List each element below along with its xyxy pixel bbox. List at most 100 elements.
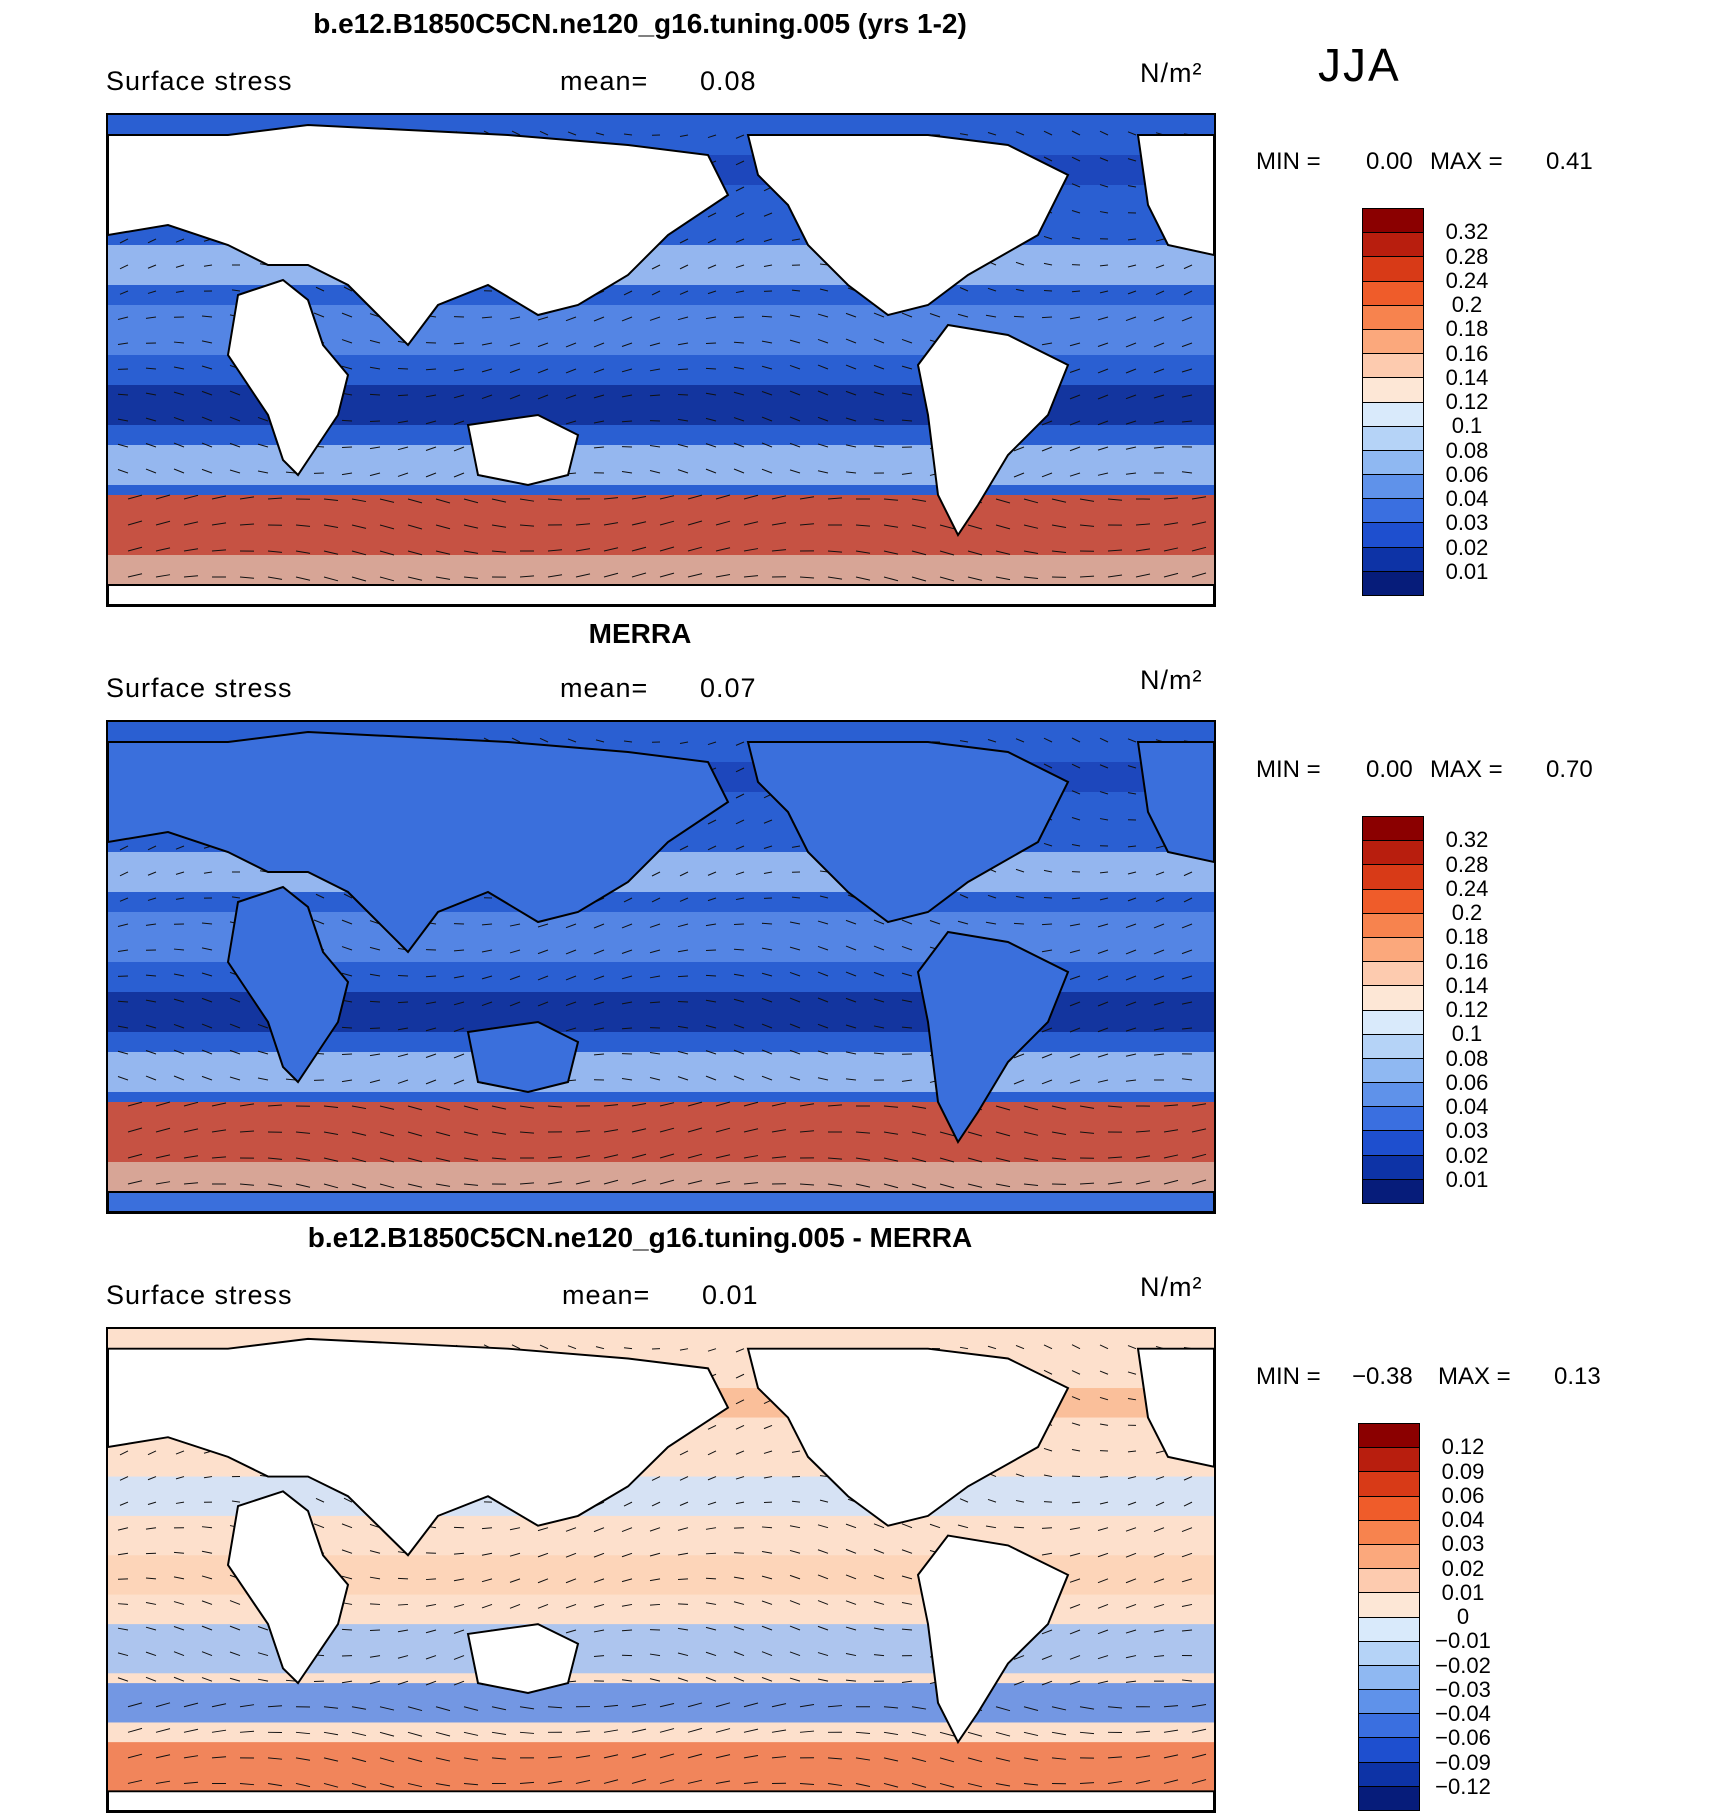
map-plot-diff — [108, 1329, 1214, 1811]
colorbar-segment — [1363, 1083, 1423, 1108]
colorbar-tick-label: 0.16 — [1445, 948, 1489, 974]
mean-value-diff: 0.01 — [702, 1280, 759, 1310]
colorbar-segment — [1363, 378, 1423, 403]
colorbar-tick-label: 0 — [1456, 1604, 1470, 1629]
colorbar-tick-label: 0.2 — [1451, 900, 1483, 925]
colorbar-segment — [1363, 1058, 1423, 1084]
colorbar-tick-label: −0.12 — [1435, 1773, 1491, 1799]
mean-label-diff: mean= — [562, 1280, 651, 1310]
colorbar-tick-label: 0.01 — [1441, 1579, 1485, 1605]
colorbar-segment — [1359, 1762, 1419, 1787]
colorbar-tick-label: 0.12 — [1445, 997, 1489, 1022]
colorbar-segment — [1363, 1131, 1423, 1156]
mean-value-model: 0.08 — [700, 66, 757, 96]
units-label-obs: N/m² — [1140, 665, 1203, 695]
mean-label-obs: mean= — [560, 673, 649, 703]
colorbar-segment — [1359, 1665, 1419, 1691]
map-model — [106, 113, 1216, 607]
colorbar-segment — [1363, 450, 1423, 476]
colorbar-tick-label: 0.04 — [1445, 486, 1489, 511]
colorbar-segment — [1363, 257, 1423, 282]
colorbar-segment — [1363, 889, 1423, 914]
colorbar-segment — [1359, 1617, 1419, 1642]
colorbar-segment — [1363, 1010, 1423, 1035]
max-label-obs: MAX = — [1430, 756, 1503, 783]
colorbar-tick-label: 0.1 — [1451, 413, 1483, 439]
colorbar-segment — [1359, 1714, 1419, 1739]
colorbar-segment — [1363, 937, 1423, 963]
colorbar-segment — [1363, 281, 1423, 306]
colorbar-segment — [1363, 865, 1423, 890]
colorbar-tick-label: 0.03 — [1441, 1531, 1485, 1557]
colorbar-tick-label: 0.24 — [1445, 875, 1489, 901]
colorbar-segment — [1359, 1690, 1419, 1715]
colorbar-tick-label: 0.18 — [1445, 924, 1489, 950]
units-label-diff: N/m² — [1140, 1272, 1203, 1302]
colorbar-segment — [1363, 817, 1423, 842]
colorbar-segment — [1359, 1520, 1419, 1545]
min-label-model: MIN = — [1256, 148, 1321, 175]
max-value-diff: 0.13 — [1554, 1363, 1601, 1390]
colorbar-tick-label: 0.06 — [1445, 1069, 1489, 1095]
colorbar-tick-label: 0.32 — [1445, 827, 1489, 853]
colorbar-tick-label: 0.04 — [1445, 1094, 1489, 1119]
max-value-model: 0.41 — [1546, 148, 1593, 175]
colorbar-obs — [1362, 816, 1424, 1204]
colorbar-tick-label: 0.04 — [1441, 1507, 1485, 1532]
colorbar-segment — [1363, 571, 1423, 595]
colorbar-tick-label: 0.03 — [1445, 1118, 1489, 1144]
map-obs — [106, 720, 1216, 1214]
colorbar-tick-label: −0.02 — [1435, 1652, 1491, 1678]
colorbar-segment — [1359, 1424, 1419, 1449]
variable-label-diff: Surface stress — [106, 1280, 293, 1310]
variable-label-model: Surface stress — [106, 66, 293, 96]
colorbar-segment — [1363, 329, 1423, 355]
season-label: JJA — [1318, 39, 1401, 91]
colorbar-segment — [1363, 1107, 1423, 1132]
colorbar-tick-label: 0.03 — [1445, 510, 1489, 536]
colorbar-model — [1362, 208, 1424, 596]
colorbar-tick-label: 0.08 — [1445, 1045, 1489, 1071]
colorbar-tick-label: 0.18 — [1445, 316, 1489, 342]
map-plot-model — [108, 115, 1214, 605]
colorbar-segment — [1359, 1496, 1419, 1521]
map-plot-obs — [108, 722, 1214, 1212]
min-value-model: 0.00 — [1366, 148, 1413, 175]
colorbar-tick-label: −0.04 — [1435, 1701, 1491, 1726]
colorbar-tick-label: 0.32 — [1445, 219, 1489, 245]
colorbar-segment — [1359, 1738, 1419, 1763]
colorbar-tick-label: 0.02 — [1445, 534, 1489, 560]
colorbar-segment — [1359, 1786, 1419, 1810]
colorbar-diff — [1358, 1423, 1420, 1811]
panel-title-model: b.e12.B1850C5CN.ne120_g16.tuning.005 (yr… — [313, 8, 967, 39]
colorbar-tick-label: 0.01 — [1445, 558, 1489, 584]
colorbar-segment — [1363, 841, 1423, 866]
units-label-model: N/m² — [1140, 58, 1203, 88]
colorbar-tick-label: 0.12 — [1441, 1434, 1485, 1460]
colorbar-segment — [1363, 475, 1423, 500]
colorbar-segment — [1363, 986, 1423, 1011]
colorbar-segment — [1363, 305, 1423, 330]
colorbar-segment — [1363, 913, 1423, 938]
colorbar-tick-label: 0.02 — [1445, 1142, 1489, 1168]
colorbar-tick-label: 0.06 — [1441, 1482, 1485, 1508]
colorbar-segment — [1363, 523, 1423, 548]
min-value-obs: 0.00 — [1366, 756, 1413, 783]
colorbar-segment — [1359, 1472, 1419, 1497]
panel-title-obs: MERRA — [588, 618, 692, 649]
colorbar-segment — [1363, 1034, 1423, 1059]
colorbar-tick-label: 0.12 — [1445, 389, 1489, 414]
colorbar-tick-label: 0.14 — [1445, 364, 1489, 390]
colorbar-tick-label: 0.02 — [1441, 1555, 1485, 1581]
colorbar-tick-label: 0.14 — [1445, 972, 1489, 998]
colorbar-segment — [1363, 233, 1423, 258]
min-value-diff: −0.38 — [1352, 1363, 1413, 1390]
colorbar-segment — [1363, 1155, 1423, 1180]
max-label-model: MAX = — [1430, 148, 1503, 175]
max-label-diff: MAX = — [1438, 1363, 1511, 1390]
colorbar-tick-label: −0.01 — [1435, 1628, 1491, 1654]
colorbar-segment — [1359, 1448, 1419, 1473]
colorbar-segment — [1363, 962, 1423, 987]
panel-title-diff: b.e12.B1850C5CN.ne120_g16.tuning.005 - M… — [307, 1222, 973, 1253]
colorbar-segment — [1363, 499, 1423, 524]
